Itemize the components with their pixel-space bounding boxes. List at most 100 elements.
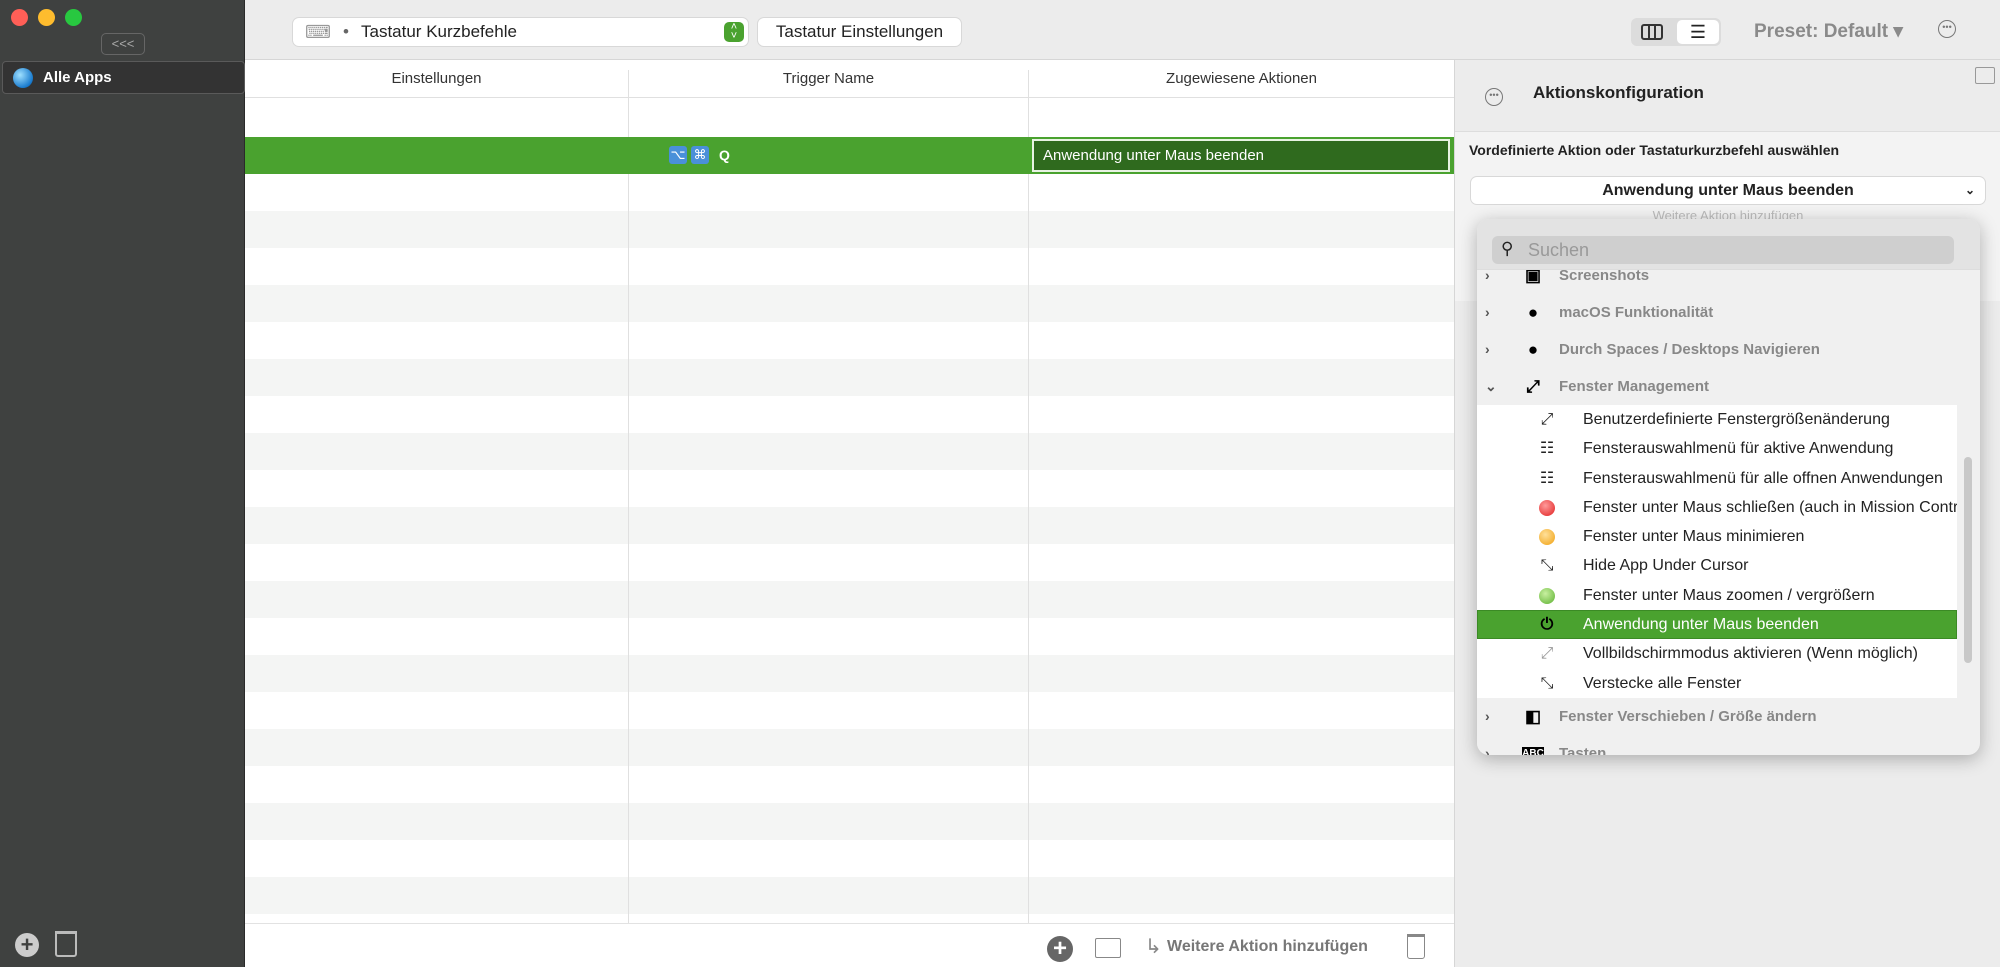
item-label: Vollbildschirmmodus aktivieren (Wenn mög…	[1583, 645, 1918, 663]
table-row-empty	[245, 840, 1454, 877]
chevron-right-icon: ›	[1485, 707, 1490, 724]
zoom-window-button[interactable]	[65, 9, 82, 26]
action-picker-popover: › ▣ Screenshots › ● macOS Funktionalität › ● D…	[1477, 219, 1980, 755]
list-item[interactable]: Fenster unter Maus zoomen / vergrößern	[1477, 580, 1957, 611]
action-select[interactable]: Anwendung unter Maus beenden ⌄	[1471, 177, 1985, 204]
command-key-badge: ⌘	[691, 146, 709, 164]
columns-view-icon[interactable]	[1641, 24, 1663, 40]
table-row-empty	[245, 359, 1454, 396]
add-folder-icon[interactable]	[1095, 938, 1121, 958]
chevron-right-icon: ›	[1485, 267, 1490, 283]
collapse-sidebar-button[interactable]: <<<	[101, 33, 145, 55]
keyboard-icon: ⌨	[305, 22, 331, 42]
minimize-window-button[interactable]	[38, 9, 55, 26]
group-move-resize[interactable]: › ◧ Fenster Verschieben / Größe ändern	[1477, 697, 1957, 735]
table-row-empty	[245, 322, 1454, 359]
search-icon: ⚲	[1501, 239, 1514, 258]
sidebar: <<< Alle Apps +	[0, 0, 245, 967]
search-placeholder: Suchen	[1528, 240, 1590, 260]
list-item[interactable]: Fenster unter Maus minimieren	[1477, 522, 1957, 552]
table-row[interactable]: ⌥ ⌘ Q Anwendung unter Maus beenden	[245, 137, 1454, 174]
resize-arrows-icon: ⤢	[1526, 377, 1540, 396]
table-row-empty	[245, 618, 1454, 655]
add-app-button[interactable]: +	[15, 933, 39, 957]
half-window-icon: ◧	[1524, 706, 1542, 726]
yellow-dot-icon	[1537, 527, 1557, 547]
table-row-empty	[245, 803, 1454, 840]
table-row-empty	[245, 581, 1454, 618]
green-dot-icon	[1537, 586, 1557, 606]
preset-menu[interactable]: Preset: Default ▾	[1754, 21, 1903, 42]
list-item[interactable]: ⤢ Benutzerdefinierte Fenstergrößenänderun…	[1477, 405, 1957, 435]
red-dot-icon	[1537, 498, 1557, 518]
search-input[interactable]: ⚲ Suchen	[1492, 236, 1954, 264]
apple-icon: ●	[1527, 303, 1539, 322]
table-row-empty	[245, 174, 1454, 211]
add-trigger-button[interactable]: +	[1047, 936, 1073, 962]
item-label: Fensterauswahlmenü für alle offnen Anwen…	[1583, 469, 1943, 487]
list-item-selected[interactable]: ⏻ Anwendung unter Maus beenden	[1477, 610, 1957, 640]
close-window-button[interactable]	[11, 9, 28, 26]
resize-arrows-icon: ⤢	[1540, 411, 1554, 428]
keyboard-settings-button[interactable]: Tastatur Einstellungen	[758, 18, 961, 46]
table-row-empty	[245, 655, 1454, 692]
add-action-icon: ↳	[1145, 936, 1162, 958]
column-header-aktionen[interactable]: Zugewiesene Aktionen	[1029, 60, 1454, 98]
item-label: Fenster unter Maus zoomen / vergrößern	[1583, 586, 1875, 604]
item-label: Fenster unter Maus schließen (auch in Mi…	[1583, 498, 1957, 516]
table-row-empty	[245, 729, 1454, 766]
list-view-icon[interactable]: ☰	[1677, 20, 1719, 44]
abc-icon: ABC	[1522, 746, 1544, 755]
group-label: Screenshots	[1559, 267, 1650, 284]
item-label: Verstecke alle Fenster	[1583, 674, 1742, 692]
scrollbar[interactable]	[1964, 457, 1972, 663]
table-row-empty	[245, 396, 1454, 433]
list-item[interactable]: ⤡ Hide App Under Cursor	[1477, 551, 1957, 581]
list-item[interactable]: ☷ Fensterauswahlmenü für alle offnen Anwe…	[1477, 463, 1957, 493]
window-list-icon: ☷	[1539, 440, 1555, 458]
chevron-down-icon: ⌄	[1485, 378, 1497, 394]
chevron-right-icon: ›	[1485, 341, 1490, 357]
view-toggle: ☰	[1631, 18, 1721, 46]
action-list: › ▣ Screenshots › ● macOS Funktionalität › ● D…	[1477, 257, 1957, 755]
list-item[interactable]: ☷ Fensterauswahlmenü für aktive Anwendung	[1477, 434, 1957, 464]
group-label: Tasten	[1559, 744, 1607, 755]
apple-icon: ●	[1527, 340, 1539, 359]
shrink-arrows-icon: ⤡	[1540, 674, 1554, 692]
column-header-trigger-name[interactable]: Trigger Name	[629, 60, 1028, 98]
group-label: Fenster Verschieben / Größe ändern	[1559, 707, 1817, 725]
select-label: Vordefinierte Aktion oder Tastaturkurzbe…	[1469, 142, 1840, 158]
group-spaces[interactable]: › ● Durch Spaces / Desktops Navigieren	[1477, 331, 1957, 368]
window-list-icon: ☷	[1539, 469, 1555, 487]
list-item[interactable]: Fenster unter Maus schließen (auch in Mi…	[1477, 492, 1957, 523]
trash-icon[interactable]	[55, 931, 77, 957]
delete-trigger-icon[interactable]	[1407, 934, 1425, 959]
assigned-action-cell[interactable]: Anwendung unter Maus beenden	[1032, 139, 1450, 172]
column-header-einstellungen[interactable]: Einstellungen	[245, 60, 628, 98]
shrink-arrows-icon: ⤡	[1540, 557, 1554, 575]
group-keys[interactable]: › ABC Tasten	[1477, 734, 1957, 755]
sidebar-item-alle-apps[interactable]: Alle Apps	[2, 61, 245, 94]
window-icon[interactable]	[1975, 67, 1995, 84]
more-icon[interactable]: •••	[1938, 20, 1956, 38]
chevron-right-icon: ›	[1485, 744, 1490, 755]
bullet-icon: •	[343, 22, 349, 41]
chevron-right-icon: ›	[1485, 304, 1490, 320]
sidebar-item-label: Alle Apps	[43, 69, 112, 86]
trigger-type-select[interactable]: ⌨ • Tastatur Kurzbefehle ˄ ˅	[293, 18, 748, 46]
fullscreen-icon: ⤢	[1540, 645, 1554, 663]
action-select-value: Anwendung unter Maus beenden	[1602, 182, 1854, 199]
add-action-button[interactable]: Weitere Aktion hinzufügen	[1167, 938, 1368, 955]
more-options-icon[interactable]: •••	[1485, 88, 1503, 106]
list-item[interactable]: ⤢ Vollbildschirmmodus aktivieren (Wenn mö…	[1477, 639, 1957, 669]
table-row-empty	[245, 211, 1454, 248]
list-item[interactable]: ⤡ Verstecke alle Fenster	[1477, 668, 1957, 698]
toolbar: ⌨ • Tastatur Kurzbefehle ˄ ˅ Tastatur Ein…	[245, 0, 2000, 60]
bottom-toolbar: + ↳ Weitere Aktion hinzufügen	[245, 923, 1454, 967]
group-window-management[interactable]: ⌄ ⤢ Fenster Management	[1477, 368, 1957, 405]
table-row-empty	[245, 544, 1454, 581]
triggers-table: Einstellungen Trigger Name Zugewiesene A…	[245, 60, 1454, 923]
group-macos[interactable]: › ● macOS Funktionalität	[1477, 294, 1957, 331]
group-label: Fenster Management	[1559, 378, 1710, 395]
group-label: Durch Spaces / Desktops Navigieren	[1559, 341, 1820, 358]
